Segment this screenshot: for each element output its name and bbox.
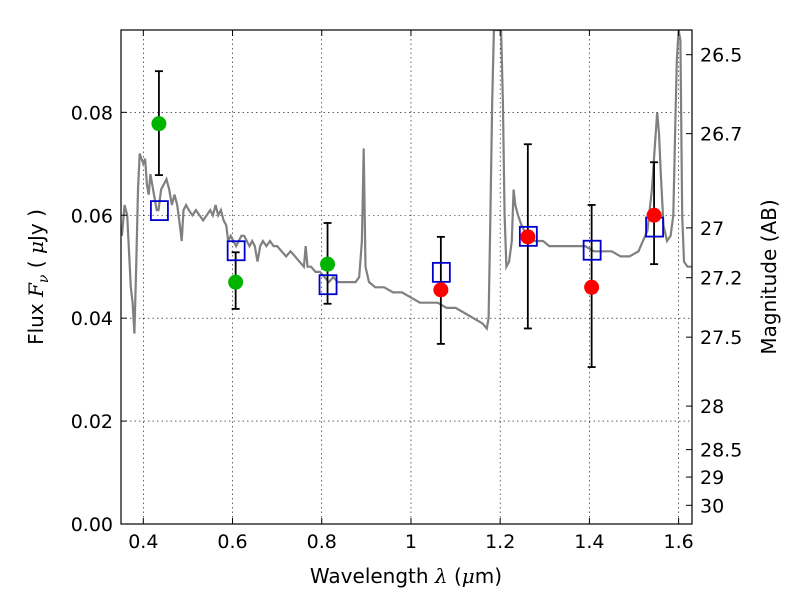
y2-tick-label: 28 — [700, 396, 724, 418]
x-tick-label: 1 — [405, 531, 417, 553]
model-box-marker — [518, 225, 538, 247]
observation-point — [584, 279, 600, 295]
y-tick-label: 0.04 — [71, 308, 113, 330]
x-tick-label: 0.6 — [217, 531, 247, 553]
observation-point — [646, 207, 662, 223]
y2-tick-label: 26.7 — [700, 124, 742, 146]
y-axis-title: Flux Fν ( μJy ) — [24, 209, 52, 345]
y2-axis-ticks: 26.5 26.7 27 27.2 27.5 28 28.5 29 30 — [686, 45, 742, 517]
y2-tick-label: 27.5 — [700, 327, 742, 349]
observation-point — [228, 274, 244, 290]
x-axis-ticks: 0.4 0.6 0.8 1 1.2 1.4 1.6 — [128, 30, 694, 553]
y2-tick-label: 29 — [700, 467, 724, 489]
y2-tick-label: 27 — [700, 218, 724, 240]
plot-area — [121, 30, 692, 368]
observation-point — [320, 256, 336, 272]
model-box-marker — [318, 274, 338, 296]
observation-point — [520, 229, 536, 245]
model-box-marker — [582, 239, 602, 261]
x-tick-label: 1.2 — [485, 531, 515, 553]
y2-tick-label: 28.5 — [700, 440, 742, 462]
x-axis-title: Wavelength λ (μm) — [310, 564, 502, 588]
model-photometry-boxes — [150, 200, 664, 296]
y-tick-label: 0.08 — [71, 102, 113, 124]
x-tick-label: 1.6 — [664, 531, 694, 553]
plot-frame — [120, 29, 693, 525]
model-box-marker — [431, 261, 451, 283]
y-axis-ticks: 0.00 0.02 0.04 0.06 0.08 — [71, 102, 127, 536]
y2-tick-label: 26.5 — [700, 45, 742, 67]
x-tick-label: 0.8 — [307, 531, 337, 553]
y2-tick-label: 27.2 — [700, 268, 742, 290]
model-box-marker — [226, 240, 246, 262]
y2-tick-label: 30 — [700, 495, 724, 517]
y-tick-label: 0.00 — [71, 514, 113, 536]
plot-background — [121, 30, 692, 524]
y-tick-label: 0.02 — [71, 411, 113, 433]
observation-point — [151, 116, 167, 132]
x-tick-label: 1.4 — [574, 531, 604, 553]
observation-point — [433, 282, 449, 298]
model-box-marker — [150, 200, 169, 222]
y2-axis-title: Magnitude (AB) — [757, 199, 781, 354]
observed-photometry-points — [151, 116, 662, 298]
y-tick-label: 0.06 — [71, 205, 113, 227]
x-tick-label: 0.4 — [128, 531, 158, 553]
